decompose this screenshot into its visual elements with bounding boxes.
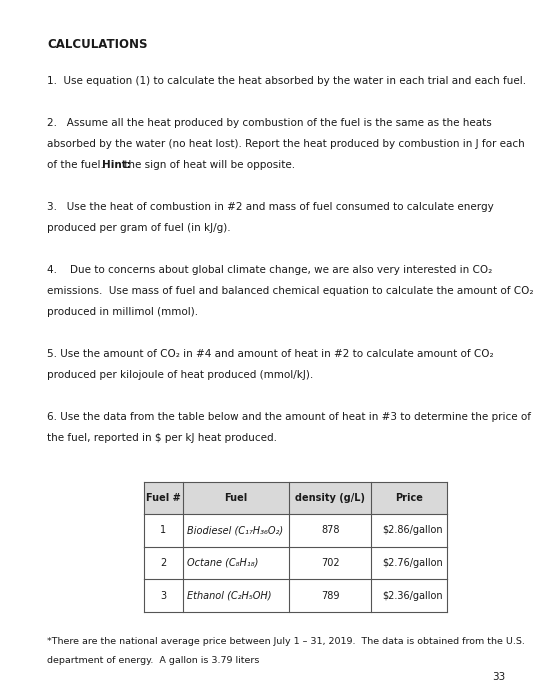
Text: 789: 789 bbox=[321, 591, 339, 601]
Text: emissions.  Use mass of fuel and balanced chemical equation to calculate the amo: emissions. Use mass of fuel and balanced… bbox=[47, 286, 533, 296]
Text: 702: 702 bbox=[321, 558, 339, 568]
Bar bbox=[144, 547, 447, 579]
Text: the fuel, reported in $ per kJ heat produced.: the fuel, reported in $ per kJ heat prod… bbox=[47, 433, 277, 443]
Text: Fuel: Fuel bbox=[225, 493, 248, 503]
Bar bbox=[144, 514, 447, 547]
Text: produced in millimol (mmol).: produced in millimol (mmol). bbox=[47, 307, 198, 317]
Text: Fuel #: Fuel # bbox=[146, 493, 181, 503]
Text: $2.86/gallon: $2.86/gallon bbox=[383, 526, 443, 536]
Text: 33: 33 bbox=[492, 672, 505, 682]
Text: absorbed by the water (no heat lost). Report the heat produced by combustion in : absorbed by the water (no heat lost). Re… bbox=[47, 139, 524, 149]
Text: department of energy.  A gallon is 3.79 liters: department of energy. A gallon is 3.79 l… bbox=[47, 657, 259, 665]
Text: the sign of heat will be opposite.: the sign of heat will be opposite. bbox=[121, 160, 295, 170]
Text: produced per kilojoule of heat produced (mmol/kJ).: produced per kilojoule of heat produced … bbox=[47, 370, 313, 380]
Text: Biodiesel (C₁₇H₃₆O₂): Biodiesel (C₁₇H₃₆O₂) bbox=[187, 526, 283, 536]
Text: $2.76/gallon: $2.76/gallon bbox=[383, 558, 443, 568]
Text: Hint:: Hint: bbox=[102, 160, 130, 170]
Text: *There are the national average price between July 1 – 31, 2019.  The data is ob: *There are the national average price be… bbox=[47, 637, 525, 646]
Bar bbox=[144, 579, 447, 612]
Text: 5. Use the amount of CO₂ in #4 and amount of heat in #2 to calculate amount of C: 5. Use the amount of CO₂ in #4 and amoun… bbox=[47, 349, 493, 359]
Text: 3: 3 bbox=[160, 591, 166, 601]
Text: density (g/L): density (g/L) bbox=[295, 493, 365, 503]
Text: of the fuel.: of the fuel. bbox=[47, 160, 110, 170]
Text: produced per gram of fuel (in kJ/g).: produced per gram of fuel (in kJ/g). bbox=[47, 223, 231, 233]
Text: 2: 2 bbox=[160, 558, 166, 568]
Text: 878: 878 bbox=[321, 526, 339, 536]
Text: 6. Use the data from the table below and the amount of heat in #3 to determine t: 6. Use the data from the table below and… bbox=[47, 412, 531, 422]
Text: 2.   Assume all the heat produced by combustion of the fuel is the same as the h: 2. Assume all the heat produced by combu… bbox=[47, 118, 492, 128]
Text: 1.  Use equation (1) to calculate the heat absorbed by the water in each trial a: 1. Use equation (1) to calculate the hea… bbox=[47, 76, 526, 86]
Text: Price: Price bbox=[395, 493, 423, 503]
Text: Ethanol (C₂H₅OH): Ethanol (C₂H₅OH) bbox=[187, 591, 272, 601]
Text: Octane (C₈H₁₈): Octane (C₈H₁₈) bbox=[187, 558, 258, 568]
Bar bbox=[144, 482, 447, 514]
Text: 1: 1 bbox=[160, 526, 166, 536]
Text: CALCULATIONS: CALCULATIONS bbox=[47, 38, 147, 52]
Text: 4.    Due to concerns about global climate change, we are also very interested i: 4. Due to concerns about global climate … bbox=[47, 265, 492, 275]
Text: $2.36/gallon: $2.36/gallon bbox=[383, 591, 443, 601]
Text: 3.   Use the heat of combustion in #2 and mass of fuel consumed to calculate ene: 3. Use the heat of combustion in #2 and … bbox=[47, 202, 493, 212]
